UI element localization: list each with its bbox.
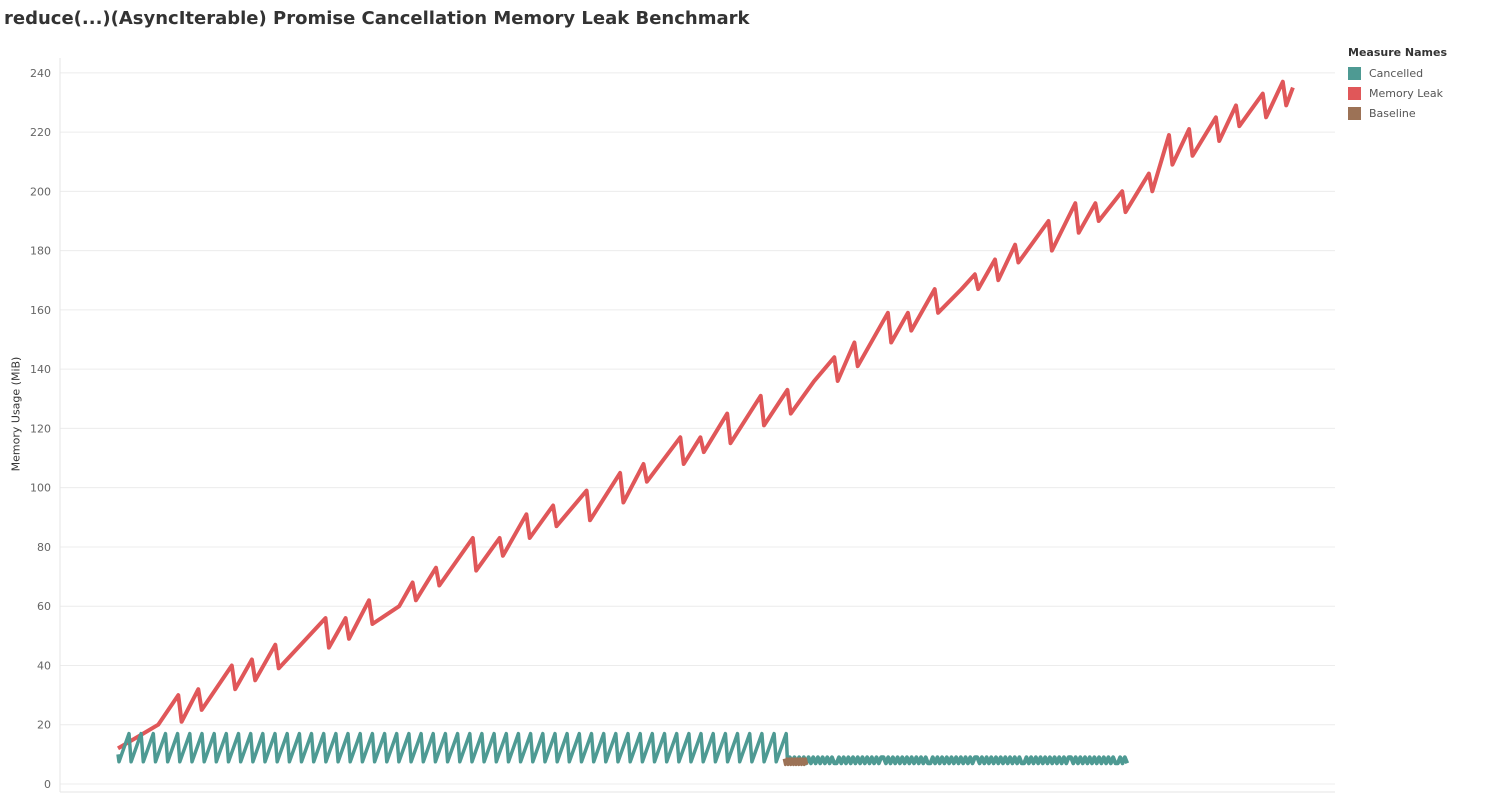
y-tick-label: 60 [37,600,51,613]
y-tick-label: 0 [44,778,51,791]
legend-title: Measure Names [1348,46,1448,59]
series-group [116,79,1295,767]
legend: Measure Names Cancelled Memory Leak Base… [1348,46,1447,123]
series-line-cancelled-tail [785,755,1130,766]
legend-item-cancelled[interactable]: Cancelled [1348,63,1447,83]
y-tick-label: 180 [30,245,51,258]
y-tick-label: 220 [30,126,51,139]
legend-swatch-memory-leak [1348,86,1361,100]
legend-item-memory-leak[interactable]: Memory Leak [1348,83,1447,103]
y-tick-label: 200 [30,185,51,198]
y-tick-label: 20 [37,719,51,732]
legend-label-baseline: Baseline [1369,106,1416,120]
grid-lines [59,58,1335,793]
legend-swatch-baseline [1348,106,1361,120]
y-tick-label: 80 [37,541,51,554]
legend-item-baseline[interactable]: Baseline [1348,103,1447,123]
legend-swatch-cancelled [1348,66,1361,80]
chart-title: reduce(...)(AsyncIterable) Promise Cance… [4,8,750,29]
legend-label-cancelled: Cancelled [1369,66,1424,80]
y-axis-ticks: 0 20 40 60 80 100 120 140 160 180 200 220 240 [30,67,51,791]
legend-label-memory-leak: Memory Leak [1369,86,1444,100]
y-tick-label: 140 [30,363,51,376]
y-tick-label: 120 [30,422,51,435]
y-tick-label: 40 [37,659,51,672]
series-line-memory-leak [116,79,1295,751]
y-tick-label: 160 [30,304,51,317]
y-tick-label: 100 [30,482,51,495]
series-line-cancelled [116,731,790,764]
series-line-baseline [782,757,809,767]
y-tick-label: 240 [30,67,51,80]
